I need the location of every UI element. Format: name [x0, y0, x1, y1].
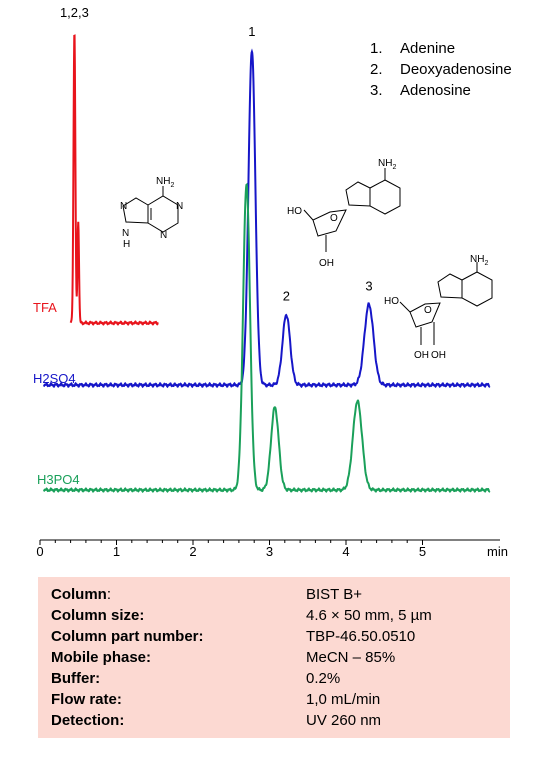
peak-label: 2 — [283, 289, 290, 304]
peak-label: 1 — [248, 24, 255, 39]
adenine-n-label: N — [160, 230, 167, 241]
adenine-n-label: N — [120, 201, 127, 212]
x-axis-label: min — [487, 544, 508, 559]
adenosine-structure — [399, 262, 493, 345]
series-name-h3po4: H3PO4 — [37, 472, 80, 487]
x-tick-label: 0 — [36, 544, 43, 559]
adenosine-oh-label: OH — [431, 350, 446, 361]
series-line-h3po4 — [42, 182, 491, 493]
adenosine-oh-label: OH — [414, 350, 429, 361]
condition-row: Column: BIST B+ — [51, 586, 363, 603]
condition-row: Buffer: 0.2% — [51, 670, 341, 687]
legend-item: 3. Adenosine — [370, 82, 471, 99]
deoxyadenosine-oh-label: OH — [319, 258, 334, 269]
deoxyadenosine-nh2-label: NH2 — [378, 158, 396, 171]
series-line-h2so4 — [42, 48, 491, 389]
adenine-structure — [122, 186, 179, 233]
condition-row: Flow rate: 1,0 mL/min — [51, 691, 381, 708]
condition-row: Detection: UV 260 nm — [51, 712, 382, 729]
peak-legend: 1. Adenine 2. Deoxyadenosine 3. Adenosine — [370, 38, 512, 101]
series-line-tfa — [69, 34, 159, 326]
adenine-nh2-label: NH2 — [156, 176, 174, 189]
legend-item: 2. Deoxyadenosine — [370, 61, 512, 78]
peak-label: 3 — [365, 279, 372, 294]
condition-row: Column part number: TBP-46.50.0510 — [51, 628, 416, 645]
adenosine-nh2-label: NH2 — [470, 254, 488, 267]
deoxyadenosine-structure — [303, 168, 401, 252]
adenine-n-label: N — [122, 228, 129, 239]
adenine-n-label: N — [176, 201, 183, 212]
conditions-table: Column: BIST B+ Column size: 4.6 × 50 mm, … — [38, 577, 510, 738]
condition-row: Column size: 4.6 × 50 mm, 5 µm — [51, 607, 432, 624]
adenine-h-label: H — [123, 239, 130, 250]
adenosine-o-label: O — [424, 305, 432, 316]
series-name-h2so4: H2SO4 — [33, 371, 76, 386]
condition-row: Mobile phase: MeCN – 85% — [51, 649, 396, 666]
x-tick-label: 4 — [342, 544, 349, 559]
series-name-tfa: TFA — [33, 300, 57, 315]
x-axis: 0 1 2 3 4 5 min — [36, 539, 508, 559]
x-tick-label: 3 — [266, 544, 273, 559]
legend-item: 1. Adenine — [370, 40, 456, 57]
x-tick-label: 2 — [189, 544, 196, 559]
peak-label: 1,2,3 — [60, 5, 89, 20]
deoxyadenosine-ho-label: HO — [287, 206, 302, 217]
adenosine-ho-label: HO — [384, 296, 399, 307]
x-tick-label: 1 — [113, 544, 120, 559]
x-tick-label: 5 — [419, 544, 426, 559]
deoxyadenosine-o-label: O — [330, 213, 338, 224]
